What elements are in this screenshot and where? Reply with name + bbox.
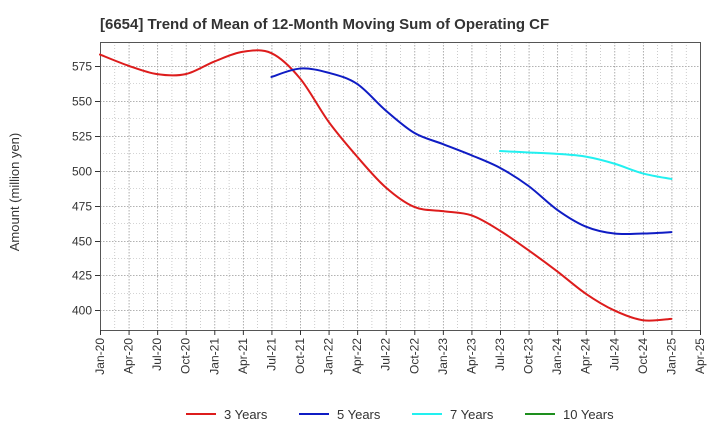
y-tick-label: 550 (72, 95, 92, 109)
x-tick-label: Apr-21 (236, 338, 250, 374)
y-axis-label: Amount (million yen) (7, 133, 22, 252)
x-tick-label: Apr-25 (693, 338, 707, 374)
x-tick-label: Jul-20 (150, 338, 164, 371)
x-tick-label: Apr-22 (350, 338, 364, 374)
x-tick-label: Jul-21 (264, 338, 278, 371)
x-tick-label: Jan-22 (322, 338, 336, 375)
plot-border (100, 42, 701, 331)
x-tick-label: Oct-23 (522, 338, 536, 374)
y-tick-label: 575 (72, 60, 92, 74)
x-tick-label: Jul-23 (493, 338, 507, 371)
x-tick-label: Jan-24 (550, 338, 564, 375)
legend-label-10-years: 10 Years (563, 407, 614, 422)
x-tick-label: Apr-23 (464, 338, 478, 374)
y-tick-label: 500 (72, 165, 92, 179)
x-tick-label: Apr-20 (122, 338, 136, 374)
plot-background (100, 42, 700, 330)
x-tick-label: Apr-24 (579, 338, 593, 374)
x-tick-label: Oct-21 (293, 338, 307, 374)
x-tick-label: Jan-23 (436, 338, 450, 375)
y-tick-label: 425 (72, 269, 92, 283)
y-tick-label: 525 (72, 130, 92, 144)
x-tick-label: Jan-20 (93, 338, 107, 375)
plot-area: 400 425 450 475 500 525 550 575 Jan-20 Apr-20 Jul-… (72, 42, 707, 375)
legend: 3 Years 5 Years 7 Years 10 Years (186, 407, 614, 422)
x-tick-label: Oct-22 (407, 338, 421, 374)
chart-title: [6654] Trend of Mean of 12-Month Moving … (100, 16, 549, 33)
x-tick-label: Jan-21 (207, 338, 221, 375)
series-line-5-years (270, 67, 673, 236)
x-tick-label: Jan-25 (664, 338, 678, 375)
x-tick-label: Jul-24 (607, 338, 621, 371)
y-tick-label: 450 (72, 235, 92, 249)
x-tick-label: Jul-22 (379, 338, 393, 371)
series-line-3-years (99, 49, 673, 322)
y-tick-label: 400 (72, 304, 92, 318)
legend-label-3-years: 3 Years (224, 407, 268, 422)
legend-label-5-years: 5 Years (337, 407, 381, 422)
series-line-7-years (499, 150, 673, 181)
x-tick-label: Oct-20 (179, 338, 193, 374)
x-tick-label: Oct-24 (636, 338, 650, 374)
y-tick-label: 475 (72, 200, 92, 214)
legend-label-7-years: 7 Years (450, 407, 494, 422)
